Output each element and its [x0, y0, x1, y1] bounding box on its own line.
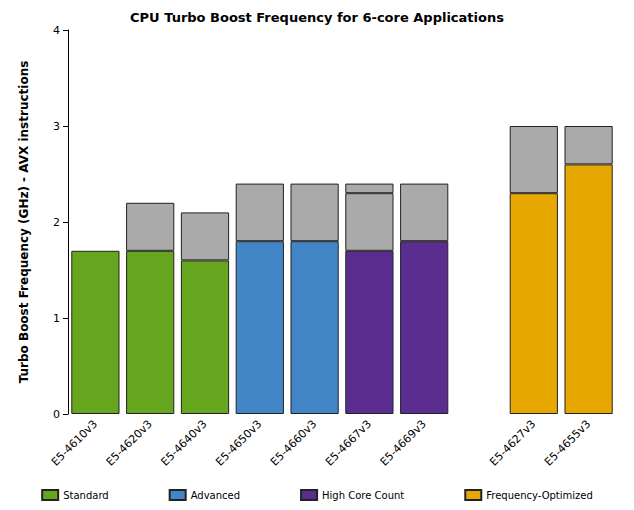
svg-text:2: 2: [53, 216, 60, 229]
svg-text:High Core Count: High Core Count: [322, 490, 404, 501]
svg-text:E5-4660v3: E5-4660v3: [268, 417, 319, 468]
svg-text:Advanced: Advanced: [191, 490, 240, 501]
svg-text:1: 1: [53, 312, 60, 325]
svg-text:E5-4640v3: E5-4640v3: [158, 417, 209, 468]
svg-text:E5-4627v3: E5-4627v3: [487, 417, 538, 468]
svg-text:E5-4650v3: E5-4650v3: [213, 417, 264, 468]
svg-text:E5-4667v3: E5-4667v3: [323, 417, 374, 468]
svg-text:0: 0: [53, 408, 60, 421]
svg-text:E5-4669v3: E5-4669v3: [378, 417, 429, 468]
svg-text:Turbo Boost Frequency (GHz) -: Turbo Boost Frequency (GHz) - AVX instru…: [17, 61, 31, 384]
svg-text:CPU Turbo Boost Frequency for: CPU Turbo Boost Frequency for 6-core App…: [130, 10, 504, 25]
svg-text:E5-4620v3: E5-4620v3: [104, 417, 155, 468]
svg-text:3: 3: [53, 120, 60, 133]
svg-text:Frequency-Optimized: Frequency-Optimized: [486, 490, 593, 501]
svg-text:4: 4: [53, 24, 60, 37]
svg-text:E5-4610v3: E5-4610v3: [49, 417, 100, 468]
svg-text:E5-4655v3: E5-4655v3: [542, 417, 593, 468]
svg-text:Standard: Standard: [63, 490, 109, 501]
